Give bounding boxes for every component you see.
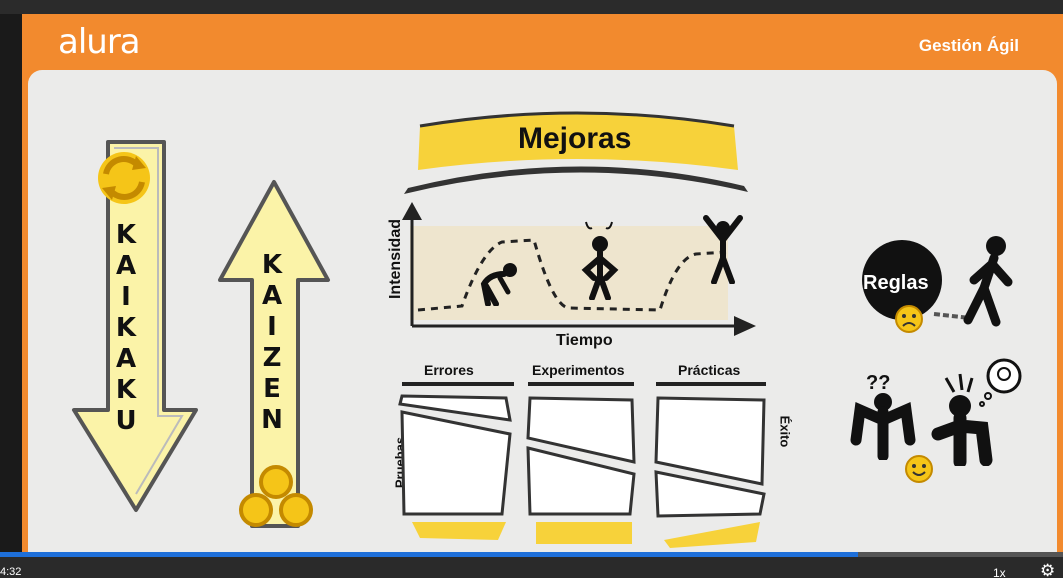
kaizen-cycle-icon	[239, 465, 313, 527]
kaizen-letter: K	[261, 250, 283, 280]
kaikaku-letter: I	[121, 282, 131, 312]
progress-bar[interactable]	[0, 552, 1063, 557]
mejoras-banner	[404, 111, 748, 194]
kaikaku-letters: K A I K A K U	[112, 220, 140, 437]
intensity-chart	[402, 202, 756, 336]
kaikaku-letter: A	[115, 251, 137, 281]
kaikaku-down-arrow	[72, 140, 198, 512]
angry-person-icon	[581, 221, 619, 300]
experiment-panels	[398, 382, 766, 548]
video-player-controls: 4:32 1x ⚙	[0, 552, 1063, 578]
exito-label: Éxito	[777, 415, 793, 448]
kaizen-letters: K A I Z E N	[258, 250, 286, 436]
kaikaku-letter: K	[115, 313, 137, 343]
progress-fill	[0, 552, 858, 557]
kaizen-letter: E	[263, 374, 281, 404]
chart-y-label: Intensidad	[387, 219, 404, 300]
slide-content: K A I K A K U K A I Z E N	[28, 70, 1057, 552]
kaikaku-letter: U	[115, 406, 137, 436]
lesson-slide: alura Gestión Ágil K A I K A K U	[22, 14, 1063, 552]
idea-person-icon	[931, 358, 1022, 466]
kaikaku-cycle-icon	[98, 152, 150, 204]
window-top-bar	[0, 0, 1063, 14]
gear-icon[interactable]: ⚙	[1040, 561, 1056, 578]
kaikaku-letter: K	[115, 375, 137, 405]
course-title: Gestión Ágil	[918, 36, 1019, 55]
column-label-errores: Errores	[424, 362, 474, 378]
column-label-practicas: Prácticas	[678, 362, 741, 378]
kaikaku-letter: A	[115, 344, 137, 374]
alura-logo: alura	[58, 22, 141, 62]
chart-x-label: Tiempo	[556, 332, 613, 349]
smile-face-icon	[905, 455, 933, 483]
kaizen-letter: Z	[262, 343, 282, 373]
banner-title: Mejoras	[518, 122, 632, 155]
kaizen-letter: N	[261, 405, 283, 435]
slide-header: alura Gestión Ágil	[22, 14, 1063, 70]
celebrating-person-icon	[703, 215, 743, 284]
tired-person-icon	[480, 263, 517, 306]
sad-face-icon	[895, 305, 923, 333]
playback-speed-button[interactable]: 1x	[993, 566, 1006, 578]
kaizen-letter: A	[261, 281, 283, 311]
left-edge-bar	[0, 14, 22, 552]
question-marks: ??	[866, 372, 891, 394]
kaizen-up-arrow	[218, 180, 330, 528]
kaikaku-letter: K	[115, 220, 137, 250]
rules-ball-icon	[862, 236, 1013, 327]
confused-person-icon	[850, 393, 916, 460]
rules-label: Reglas	[863, 272, 929, 294]
column-label-experimentos: Experimentos	[532, 362, 625, 378]
current-time: 4:32	[0, 566, 22, 578]
kaizen-letter: I	[267, 312, 277, 342]
